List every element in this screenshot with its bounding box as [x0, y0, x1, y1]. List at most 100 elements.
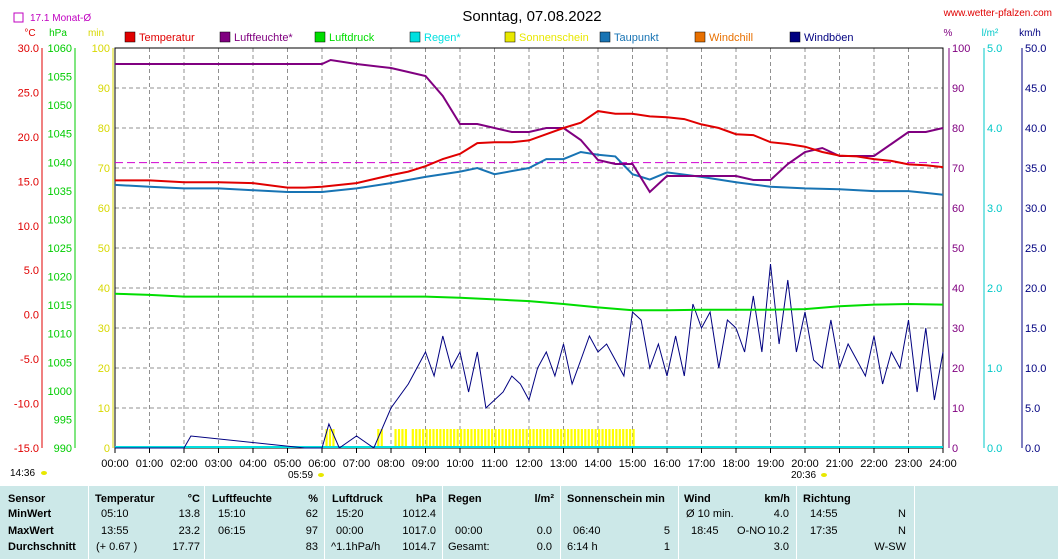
series-line-windben	[115, 263, 944, 449]
rain-time: Gesamt:	[448, 541, 490, 553]
sunshine-bar	[484, 429, 487, 448]
legend-swatch	[599, 31, 611, 43]
weather-chart: 00:00 01:00 02:00 03:00 04:00 05:00 06:00 07:00…	[10, 8, 1052, 481]
header-temperatur-unit: °C	[187, 493, 200, 505]
x-tick-label: 10:00	[446, 458, 474, 470]
pressure-axis-tick-label: 1005	[48, 357, 72, 369]
sunshine-bar	[577, 429, 580, 448]
sunshine-bar	[625, 429, 628, 448]
sunshine-bar	[560, 429, 563, 448]
pressure-axis-tick-label: 1000	[48, 386, 72, 398]
legend-label: Sonnenschein	[519, 32, 589, 44]
pressure-axis-tick-label: 1020	[48, 272, 72, 284]
sunshine-bar	[456, 429, 459, 448]
header-sonnenschein: Sonnenschein min	[567, 493, 665, 505]
sunshine-bar	[604, 429, 608, 448]
x-tick-label: 14:00	[584, 458, 612, 470]
sunshine-bar	[422, 429, 425, 448]
sunshine-bar	[518, 429, 521, 448]
humidity-unit-label: %	[944, 28, 953, 39]
sunshine-axis-tick-label: 60	[98, 203, 110, 215]
sunshine-bar	[442, 429, 445, 448]
sunshine-bar	[618, 429, 621, 448]
temp-time: (+ 0.67 )	[96, 541, 138, 553]
legend-label: Taupunkt	[614, 32, 659, 44]
hum-time: 06:15	[218, 525, 246, 537]
x-tick-label: 17:00	[688, 458, 716, 470]
sun-value: 1	[663, 541, 670, 553]
sunshine-axis-tick-label: 70	[98, 163, 110, 175]
x-tick-label: 15:00	[619, 458, 647, 470]
sunshine-bar	[418, 429, 421, 448]
header-richtung: Richtung	[803, 493, 851, 505]
x-tick-label: 09:00	[412, 458, 440, 470]
sunshine-bar	[591, 429, 594, 448]
dir-time: 14:55	[810, 508, 838, 520]
humidity-axis-tick-label: 40	[952, 283, 964, 295]
dir-value: W-SW	[874, 541, 906, 553]
sun-value: 5	[663, 525, 670, 537]
pressure-axis-tick-label: 1060	[48, 43, 72, 55]
humidity-axis-tick-label: 30	[952, 323, 964, 335]
sunshine-bar	[501, 429, 504, 448]
sunshine-bar	[549, 429, 552, 448]
temp-axis-tick-label: -15.0	[14, 443, 39, 455]
sunshine-bar	[598, 429, 601, 448]
sunshine-bar	[539, 429, 542, 448]
humidity-axis-tick-label: 50	[952, 243, 964, 255]
row-label: MinWert	[8, 508, 52, 520]
x-tick-label: 01:00	[136, 458, 164, 470]
rain-axis-tick-label: 1.0	[987, 363, 1002, 375]
sun-marker-icon	[41, 471, 47, 475]
sunshine-bar	[553, 429, 556, 448]
legend-label: Luftfeuchte*	[234, 32, 293, 44]
plot-area	[114, 58, 944, 449]
series-line-luftfeuchte	[115, 58, 944, 194]
header-luftdruck: Luftdruck	[332, 493, 383, 505]
rain-axis-tick-label: 4.0	[987, 123, 1002, 135]
series-line-temperatur	[115, 110, 944, 189]
rain-axis-tick-label: 3.0	[987, 203, 1002, 215]
x-tick-label: 03:00	[205, 458, 233, 470]
pressure-axis-tick-label: 1050	[48, 100, 72, 112]
sunshine-bar	[415, 429, 418, 448]
hum-value: 62	[305, 508, 318, 520]
sunshine-bar	[584, 429, 587, 448]
legend-swatch	[789, 31, 801, 43]
humidity-axis-tick-label: 10	[952, 403, 964, 415]
statistics-table: Sensor Temperatur °C Luftfeuchte % Luftd…	[0, 486, 1058, 559]
sunshine-bar	[494, 429, 497, 448]
wind-time: Ø 10 min.	[686, 508, 734, 520]
pressure-unit-label: hPa	[49, 28, 67, 39]
sunshine-bar	[460, 429, 463, 448]
legend: Temperatur Luftfeuchte* Luftdruck Regen* Son…	[124, 31, 854, 44]
wind-axis-tick-label: 45.0	[1025, 83, 1046, 95]
sun-time: 06:40	[573, 525, 601, 537]
sunshine-bar	[542, 429, 545, 448]
sunshine-bar	[428, 429, 432, 448]
wind-axis-tick-label: 20.0	[1025, 283, 1046, 295]
column-divider	[204, 486, 205, 559]
sunshine-bar	[504, 429, 508, 448]
x-tick-label: 24:00	[929, 458, 957, 470]
hum-value: 97	[305, 525, 318, 537]
row-label: MaxWert	[8, 525, 54, 537]
monthly-avg-label: 17.1 Monat-Ø	[30, 13, 91, 24]
sunshine-axis-tick-label: 90	[98, 83, 110, 95]
rain-value: 0.0	[536, 541, 552, 553]
hum-time: 15:10	[218, 508, 246, 520]
sunshine-bar	[580, 429, 583, 448]
sunshine-bar	[394, 429, 397, 448]
x-tick-label: 23:00	[895, 458, 923, 470]
header-wind-unit: km/h	[764, 493, 790, 505]
x-tick-label: 11:00	[481, 458, 508, 470]
sunshine-bar	[497, 429, 501, 448]
website-link[interactable]: www.wetter-pfalzen.com	[943, 8, 1052, 19]
sunshine-bar	[397, 429, 401, 448]
sunshine-bar	[508, 429, 511, 448]
legend-swatch	[409, 31, 421, 43]
sunshine-bar	[328, 429, 332, 448]
pressure-axis-tick-label: 1040	[48, 157, 72, 169]
sunrise-time: 05:59	[288, 470, 313, 481]
press-time: 15:20	[336, 508, 364, 520]
